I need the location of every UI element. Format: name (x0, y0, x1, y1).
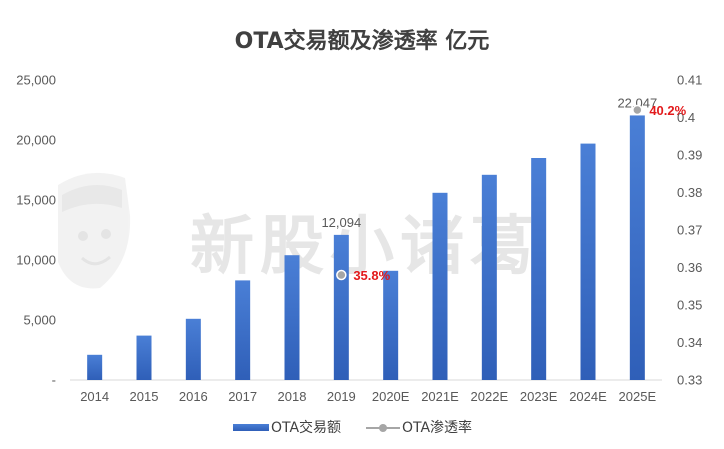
chart-title: OTA交易额及渗透率 亿元 (235, 28, 490, 54)
bar (481, 174, 497, 380)
y-right-tick-label: 0.4 (677, 110, 695, 125)
legend-label-bar: OTA交易额 (271, 419, 341, 436)
axes: - 5,000 10,000 15,000 20,000 25,000 0.33 0.34 0.… (16, 73, 702, 405)
bar-data-label: 22,047 (617, 95, 657, 110)
rate-data-label: 35.8% (353, 268, 390, 283)
watermark-mascot-icon (58, 172, 131, 289)
bar (185, 318, 201, 380)
y-left-tick-label: - (52, 373, 56, 388)
bar (629, 115, 645, 380)
bar (235, 280, 251, 380)
legend: OTA交易额 OTA渗透率 (233, 419, 472, 436)
x-tick-label: 2025E (619, 389, 657, 404)
x-tick-label: 2020E (372, 389, 410, 404)
y-left-tick-label: 15,000 (16, 193, 56, 208)
rate-series: 35.8% 40.2% (336, 103, 687, 283)
y-right-tick-label: 0.35 (677, 298, 702, 313)
y-left-tick-label: 5,000 (23, 313, 56, 328)
x-tick-label: 2023E (520, 389, 558, 404)
y-right-tick-label: 0.37 (677, 223, 702, 238)
x-tick-label: 2018 (278, 389, 307, 404)
bar (580, 143, 596, 380)
x-tick-label: 2022E (471, 389, 509, 404)
bar (383, 270, 399, 380)
watermark-text: 新股小诸葛 (190, 210, 540, 284)
bar (333, 234, 349, 380)
y-right-tick-label: 0.41 (677, 73, 702, 88)
legend-swatch-bar (233, 424, 269, 431)
x-tick-label: 2021E (421, 389, 459, 404)
x-tick-label: 2017 (228, 389, 257, 404)
x-tick-label: 2014 (80, 389, 109, 404)
legend-swatch-marker (379, 424, 387, 432)
bar-series: 12,094 22,047 (87, 95, 657, 380)
bar (531, 158, 547, 380)
rate-point (336, 269, 347, 281)
bar (87, 354, 103, 380)
x-tick-label: 2015 (130, 389, 159, 404)
y-left-tick-label: 10,000 (16, 253, 56, 268)
bar (136, 335, 152, 380)
y-right-tick-label: 0.39 (677, 148, 702, 163)
x-tick-label: 2019 (327, 389, 356, 404)
bar-data-label: 12,094 (321, 215, 361, 230)
bar (432, 192, 448, 380)
y-right-tick-label: 0.38 (677, 185, 702, 200)
legend-label-line: OTA渗透率 (402, 419, 472, 436)
y-left-tick-label: 25,000 (16, 73, 56, 88)
rate-point (632, 104, 643, 116)
y-left-tick-label: 20,000 (16, 133, 56, 148)
bar (284, 255, 300, 380)
y-right-tick-label: 0.36 (677, 260, 702, 275)
x-tick-label: 2024E (569, 389, 607, 404)
y-right-tick-label: 0.34 (677, 335, 702, 350)
rate-data-label: 40.2% (649, 103, 686, 118)
x-tick-label: 2016 (179, 389, 208, 404)
y-right-tick-label: 0.33 (677, 373, 702, 388)
